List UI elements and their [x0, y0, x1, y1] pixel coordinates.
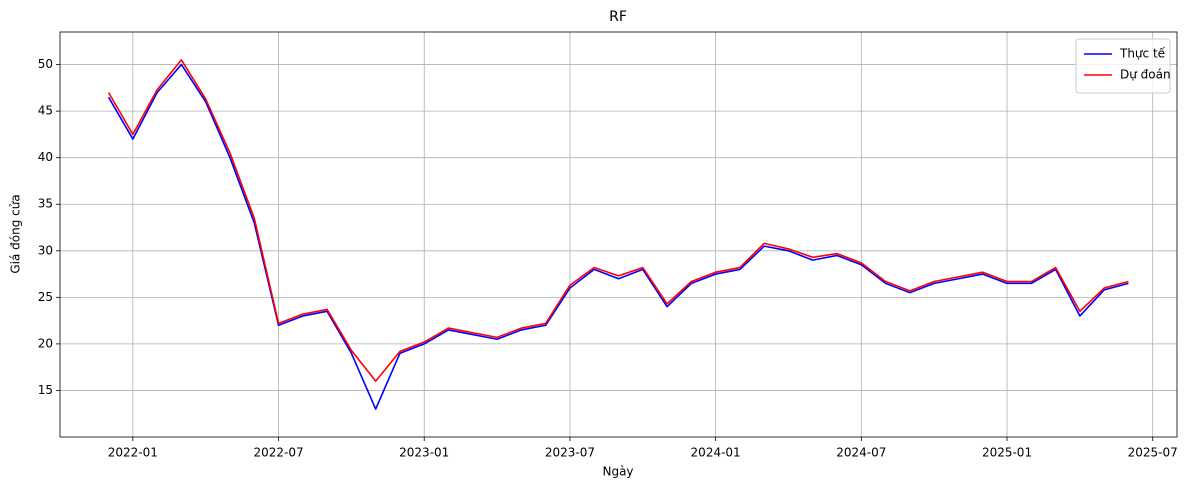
x-tick-label: 2025-07 — [1128, 446, 1178, 460]
y-tick-label: 15 — [38, 383, 53, 397]
y-tick-label: 45 — [38, 104, 53, 118]
x-tick-label: 2022-01 — [108, 446, 158, 460]
x-tick-label: 2022-07 — [253, 446, 303, 460]
legend-label: Dự đoán — [1120, 68, 1171, 82]
legend-box — [1075, 38, 1171, 94]
x-tick-label: 2024-01 — [691, 446, 741, 460]
x-tick-label: 2023-07 — [545, 446, 595, 460]
y-tick-label: 50 — [38, 57, 53, 71]
x-tick-label: 2023-01 — [399, 446, 449, 460]
y-tick-label: 30 — [38, 243, 53, 257]
y-tick-label: 40 — [38, 150, 53, 164]
legend-label: Thực tế — [1119, 47, 1166, 61]
x-tick-label: 2025-01 — [982, 446, 1032, 460]
y-tick-label: 20 — [38, 336, 53, 350]
series-line — [107, 59, 1129, 382]
y-tick-label: 25 — [38, 290, 53, 304]
y-axis-label: Giá đóng cửa — [9, 194, 23, 273]
plot-frame — [59, 31, 1178, 438]
y-tick-label: 35 — [38, 197, 53, 211]
chart-title: RF — [609, 9, 627, 25]
x-tick-label: 2024-07 — [836, 446, 886, 460]
x-axis-label: Ngày — [602, 465, 633, 479]
series-line — [107, 63, 1129, 410]
